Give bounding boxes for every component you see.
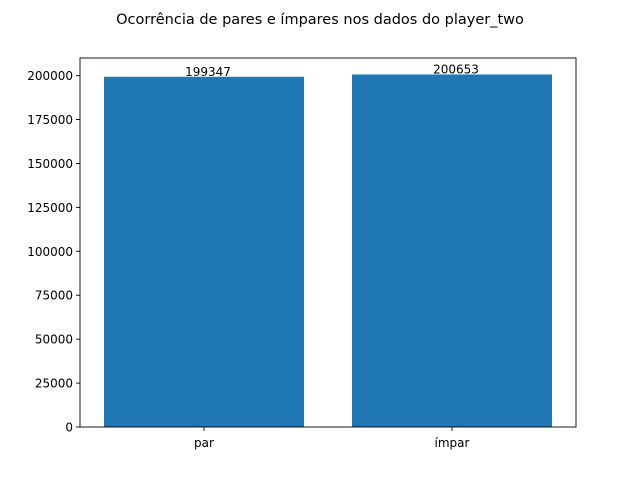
bar-par	[104, 76, 304, 427]
y-tick-label: 100000	[27, 245, 73, 259]
y-tick-label: 75000	[35, 289, 73, 303]
x-tick-label: ímpar	[435, 436, 470, 450]
y-tick-label: 0	[65, 421, 73, 435]
bars	[104, 74, 552, 428]
data-label: 199347	[185, 65, 231, 79]
y-tick-label: 25000	[35, 377, 73, 391]
y-tick-label: 125000	[27, 201, 73, 215]
bar-ímpar	[352, 74, 552, 428]
data-labels: 199347 200653	[185, 62, 479, 78]
y-tick-label: 150000	[27, 157, 73, 171]
x-tick-label: par	[194, 436, 214, 450]
y-tick-label: 200000	[27, 69, 73, 83]
y-tick-label: 175000	[27, 113, 73, 127]
plot-frame	[79, 57, 577, 428]
chart-title: Ocorrência de pares e ímpares nos dados …	[116, 12, 524, 28]
y-tick-label: 50000	[35, 333, 73, 347]
y-axis-ticks: 0 25000 50000 75000 100000 125000 150000 175000…	[27, 69, 80, 435]
data-label: 200653	[433, 62, 479, 76]
x-axis-ticks: par ímpar	[194, 427, 470, 450]
